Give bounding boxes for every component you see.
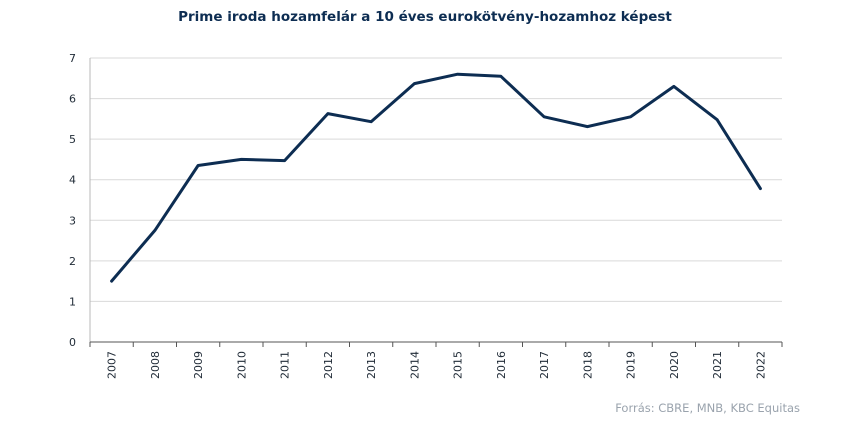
data-point-2014: [413, 82, 416, 85]
x-axis-ticks: 2007 2008 2009 2010 2011 2012 2013 2014 2015 2016…: [106, 351, 768, 379]
y-tick-label: 7: [69, 52, 76, 65]
axes: [89, 58, 783, 347]
data-point-2021: [715, 118, 719, 121]
gridlines: [90, 57, 782, 302]
y-tick-label: 6: [69, 93, 76, 106]
y-tick-label: 5: [69, 133, 76, 146]
x-tick-label: 2016: [495, 351, 508, 379]
x-tick-label: 2013: [365, 351, 378, 379]
x-tick-label: 2018: [581, 351, 594, 379]
x-tick-label: 2021: [711, 351, 724, 379]
x-tick-label: 2017: [538, 351, 551, 379]
data-point-2016: [499, 75, 503, 78]
x-tick-label: 2019: [625, 351, 638, 379]
data-point-2022: [759, 187, 762, 190]
y-axis-ticks: 0 1 2 3 4 5 6 7: [69, 52, 76, 349]
data-point-2011: [283, 159, 286, 162]
data-point-2007: [110, 279, 113, 283]
data-point-2009: [196, 164, 200, 167]
x-tick-label: 2014: [408, 351, 421, 379]
y-tick-label: 3: [69, 214, 76, 227]
series-group: [110, 72, 762, 283]
x-tick-label: 2015: [452, 351, 465, 379]
x-tick-label: 2020: [668, 351, 681, 379]
data-point-2013: [369, 120, 373, 123]
x-tick-label: 2010: [235, 351, 248, 379]
data-point-2018: [586, 125, 589, 128]
y-tick-label: 4: [69, 174, 76, 187]
data-point-2020: [672, 85, 676, 88]
series-line: [110, 72, 762, 283]
x-tick-label: 2007: [106, 351, 119, 379]
data-point-2012: [326, 112, 330, 115]
y-tick-label: 0: [69, 336, 76, 349]
y-tick-label: 2: [69, 255, 76, 268]
data-point-2017: [542, 115, 546, 119]
chart-title: Prime iroda hozamfelár a 10 éves euroköt…: [178, 9, 672, 25]
x-tick-label: 2012: [322, 351, 335, 379]
x-tick-label: 2011: [279, 351, 292, 379]
data-point-2019: [629, 115, 632, 119]
data-point-2010: [240, 158, 243, 161]
x-tick-label: 2009: [192, 351, 205, 379]
x-tick-label: 2008: [149, 351, 162, 379]
data-point-2015: [456, 73, 459, 76]
source-note: Forrás: CBRE, MNB, KBC Equitas: [615, 401, 800, 415]
y-tick-label: 1: [69, 295, 76, 308]
data-point-2008: [153, 229, 157, 232]
x-tick-label: 2022: [754, 351, 767, 379]
